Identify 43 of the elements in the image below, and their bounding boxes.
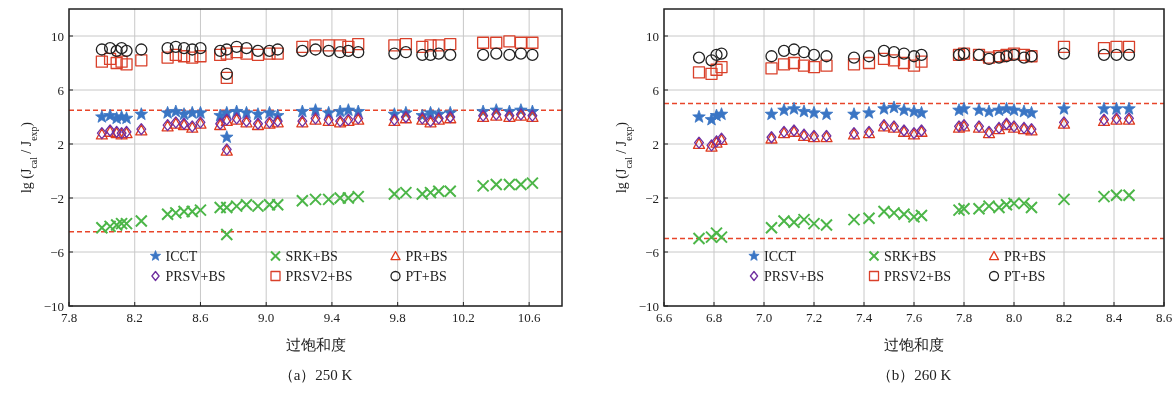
x-tick-label: 7.0 — [755, 310, 773, 325]
text: （b）260 K — [876, 367, 952, 383]
y-tick-label: 10 — [646, 29, 659, 44]
y-tick-label: 2 — [57, 137, 64, 152]
x-tick-label: 8.0 — [1005, 310, 1023, 325]
legend-label: PR+BS — [405, 249, 448, 264]
legend-label: SRK+BS — [285, 249, 338, 264]
legend-label: PRSV2+BS — [884, 269, 952, 284]
x-tick-label: 10.6 — [517, 310, 542, 325]
x-tick-label: 9.0 — [258, 310, 275, 325]
y-tick-label: 2 — [652, 137, 659, 152]
x-tick-label: 8.2 — [126, 310, 143, 325]
x-tick-label: 10.2 — [452, 310, 475, 325]
x-tick-label: 7.2 — [805, 310, 823, 325]
x-tick-label: 9.8 — [389, 310, 406, 325]
legend-label: ICCT — [764, 249, 797, 264]
legend-label: PT+BS — [405, 269, 447, 284]
legend-label: PRSV2+BS — [285, 269, 353, 284]
legend-label: PRSV+BS — [764, 269, 825, 284]
x-tick-label: 9.4 — [323, 310, 341, 325]
x-tick-label: 8.6 — [192, 310, 210, 325]
x-tick-label: 8.4 — [1105, 310, 1123, 325]
text: （a）250 K — [278, 367, 353, 383]
y-tick-label: 6 — [57, 83, 65, 98]
y-tick-label: −2 — [645, 191, 659, 206]
x-tick-label: 7.8 — [955, 310, 973, 325]
x-tick-label: 7.6 — [905, 310, 923, 325]
x-tick-label: 7.4 — [855, 310, 873, 325]
legend-label: ICCT — [165, 249, 198, 264]
x-axis-title: 过饱和度 — [884, 337, 944, 353]
legend-label: PR+BS — [1004, 249, 1047, 264]
legend-label: PT+BS — [1004, 269, 1046, 284]
x-tick-label: 8.2 — [1055, 310, 1073, 325]
y-tick-label: 10 — [51, 29, 64, 44]
y-tick-label: −2 — [50, 191, 64, 206]
legend-label: SRK+BS — [884, 249, 937, 264]
x-tick-label: 8.6 — [1155, 310, 1173, 325]
y-tick-label: −6 — [50, 245, 65, 260]
legend-label: PRSV+BS — [165, 269, 226, 284]
y-tick-label: 6 — [652, 83, 660, 98]
x-tick-label: 6.8 — [705, 310, 723, 325]
x-axis-title: 过饱和度 — [285, 337, 346, 353]
y-tick-label: −6 — [645, 245, 660, 260]
